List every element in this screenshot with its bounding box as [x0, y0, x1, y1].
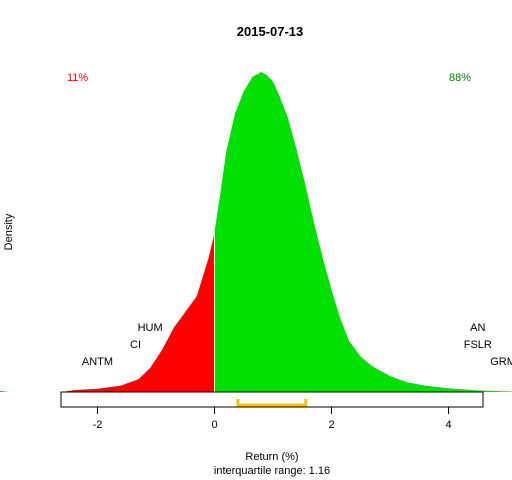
chart-title: 2015-07-13: [237, 24, 304, 39]
annotation-grmn: GRMN: [490, 356, 512, 368]
x-axis: -4-202468: [93, 407, 452, 431]
plot-frame: [60, 391, 484, 408]
annotation-ci: CI: [130, 339, 141, 351]
y-axis-label: Density: [3, 213, 15, 250]
annotation-fslr: FSLR: [464, 339, 492, 351]
density-positive-area: [214, 72, 512, 392]
x-axis-label: Return (%): [245, 451, 298, 463]
density-negative-area: [0, 232, 215, 392]
annotation-an: AN: [470, 322, 485, 334]
annotation-group: CHKANTMCIHUMANFSLRGRMNMPC: [82, 322, 512, 368]
x-tick-label: 2: [328, 419, 334, 431]
subtitle: interquartile range: 1.16: [214, 465, 330, 477]
iqr-bracket: [236, 399, 308, 407]
density-area-group: [0, 72, 512, 407]
annotation-antm: ANTM: [82, 356, 113, 368]
negative-share-label: 11%: [67, 72, 88, 84]
x-tick-label: -2: [93, 419, 103, 431]
x-tick-label: 4: [445, 419, 451, 431]
positive-share-label: 88%: [449, 72, 471, 84]
x-tick-label: 0: [211, 419, 217, 431]
annotation-hum: HUM: [138, 322, 163, 334]
